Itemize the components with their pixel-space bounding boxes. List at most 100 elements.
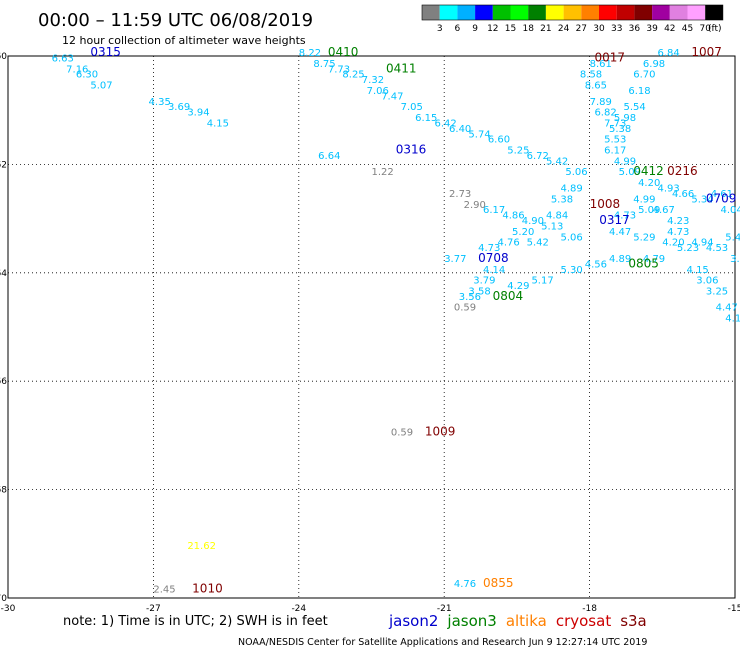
wave-height-label: 4.94	[691, 238, 713, 249]
pass-time-label: 0709	[706, 191, 737, 205]
wave-height-label: 0.59	[391, 427, 413, 438]
wave-height-label: 6.72	[527, 151, 549, 162]
y-tick-label: -60	[0, 52, 7, 62]
wave-height-label: 3.69	[168, 102, 190, 113]
color-scale-label: 9	[472, 24, 478, 34]
wave-height-label: 5.23	[677, 243, 699, 254]
wave-height-label: 5.06	[561, 232, 583, 243]
wave-height-label: 3.77	[444, 254, 466, 265]
wave-height-label: 6.98	[643, 59, 665, 70]
wave-height-label: 4.47	[609, 227, 631, 238]
pass-time-label: 1010	[192, 582, 223, 596]
wave-height-label: 3.79	[473, 276, 495, 287]
wave-height-label: 4.15	[687, 265, 709, 276]
wave-height-label: 5.53	[604, 135, 626, 146]
color-scale-label: 45	[682, 24, 693, 34]
color-scale-border	[421, 4, 724, 21]
color-scale-label: 12	[487, 24, 498, 34]
color-swatch	[581, 5, 599, 20]
wave-height-label: 5.09	[638, 205, 660, 216]
wave-height-label: 4.89	[609, 254, 631, 265]
wave-height-label: 6.64	[318, 151, 340, 162]
wave-height-label: 5.42	[527, 238, 549, 249]
color-scale-label: 39	[646, 24, 658, 34]
wave-height-label: 7.06	[367, 86, 389, 97]
wave-height-label: 4.15	[725, 314, 740, 325]
wave-height-label: 7.89	[590, 97, 612, 108]
pass-time-label: 1007	[691, 45, 722, 59]
wave-height-label: 5.38	[551, 194, 573, 205]
color-scale-label: 6	[455, 24, 461, 34]
color-swatch	[616, 5, 635, 20]
wave-height-label: 2.45	[153, 585, 175, 596]
wave-height-label: 1.22	[372, 167, 394, 178]
wave-height-label: 4.29	[507, 281, 529, 292]
x-tick-label: -15	[728, 604, 740, 614]
wave-height-label: 5.20	[512, 227, 534, 238]
wave-height-label: 5.25	[507, 146, 529, 157]
color-scale-label: 18	[522, 24, 534, 34]
wave-height-label: 4.56	[585, 259, 607, 270]
page-subtitle: 12 hour collection of altimeter wave hei…	[62, 34, 306, 47]
color-swatch	[528, 5, 546, 20]
wave-height-label: 4.99	[614, 156, 636, 167]
wave-height-label: 21.62	[187, 541, 216, 552]
color-swatch	[687, 5, 706, 20]
y-tick-label: -62	[0, 160, 7, 170]
y-tick-label: -64	[0, 269, 7, 279]
wave-height-label: 8.22	[299, 48, 321, 59]
pass-time-label: 1009	[425, 424, 456, 438]
color-swatch	[669, 5, 688, 20]
plot-area: -30 -27 -24 -21 -18 -15 -60 -62 -64 -66 -68 -70 6.63…	[0, 45, 740, 614]
wave-height-label: 7.32	[362, 75, 384, 86]
color-swatch	[599, 5, 617, 20]
pass-time-label: 0315	[90, 45, 121, 59]
color-swatch	[457, 5, 476, 20]
wave-height-label: 5.09	[619, 167, 641, 178]
wave-height-label: 5.13	[541, 221, 563, 232]
footer-credit: NOAA/NESDIS Center for Satellite Applica…	[238, 637, 647, 648]
wave-height-label: 6.17	[483, 205, 505, 216]
pass-time-label: 0412	[633, 164, 664, 178]
wave-height-label: 8.58	[580, 70, 602, 81]
wave-height-label: 7.73	[328, 64, 350, 75]
wave-height-label: 4.73	[478, 243, 500, 254]
wave-height-label: 8.25	[342, 70, 364, 81]
x-tick-label: -27	[146, 604, 161, 614]
pass-time-label: 0708	[478, 251, 509, 265]
wave-height-label: 7.05	[401, 102, 423, 113]
wave-height-label: 3.58	[468, 286, 490, 297]
wave-height-label: 7.16	[66, 64, 88, 75]
plot-frame	[7, 55, 736, 599]
wave-height-label: 5.54	[624, 102, 646, 113]
y-tick-label: -68	[0, 486, 7, 496]
wave-height-label: 4.86	[502, 211, 524, 222]
wave-height-label: 4.73	[614, 211, 636, 222]
wave-height-label: 4.73	[667, 227, 689, 238]
color-scale-label: 36	[629, 24, 641, 34]
wave-height-label: 4.89	[561, 184, 583, 195]
color-swatch	[510, 5, 529, 20]
wave-height-label: 5.74	[468, 129, 490, 140]
wave-height-label: 6.30	[76, 70, 98, 81]
wave-height-label: 5.17	[531, 276, 553, 287]
wave-height-label: 4.35	[149, 97, 171, 108]
wave-height-label: 4.14	[483, 265, 505, 276]
wave-height-label: 5.98	[614, 113, 636, 124]
wave-height-label: 5.43	[725, 232, 740, 243]
wave-height-label: 4.90	[522, 216, 544, 227]
color-swatch	[439, 5, 458, 20]
wave-height-label: 4.04	[720, 205, 740, 216]
satellite-legend: jason2 jason3 altika cryosat s3a	[388, 612, 647, 630]
y-tick-label: -70	[0, 594, 7, 604]
color-scale-label: 27	[576, 24, 587, 34]
wave-height-label: 8.65	[585, 81, 607, 92]
wave-height-label: 6.42	[435, 118, 457, 129]
wave-height-label: 4.67	[653, 205, 675, 216]
wave-height-label: 4.84	[546, 211, 568, 222]
wave-height-label: 4.53	[706, 243, 728, 254]
color-scale-label: 21	[540, 24, 551, 34]
wave-height-label: 2.73	[449, 189, 471, 200]
color-scale-label: 15	[505, 24, 516, 34]
